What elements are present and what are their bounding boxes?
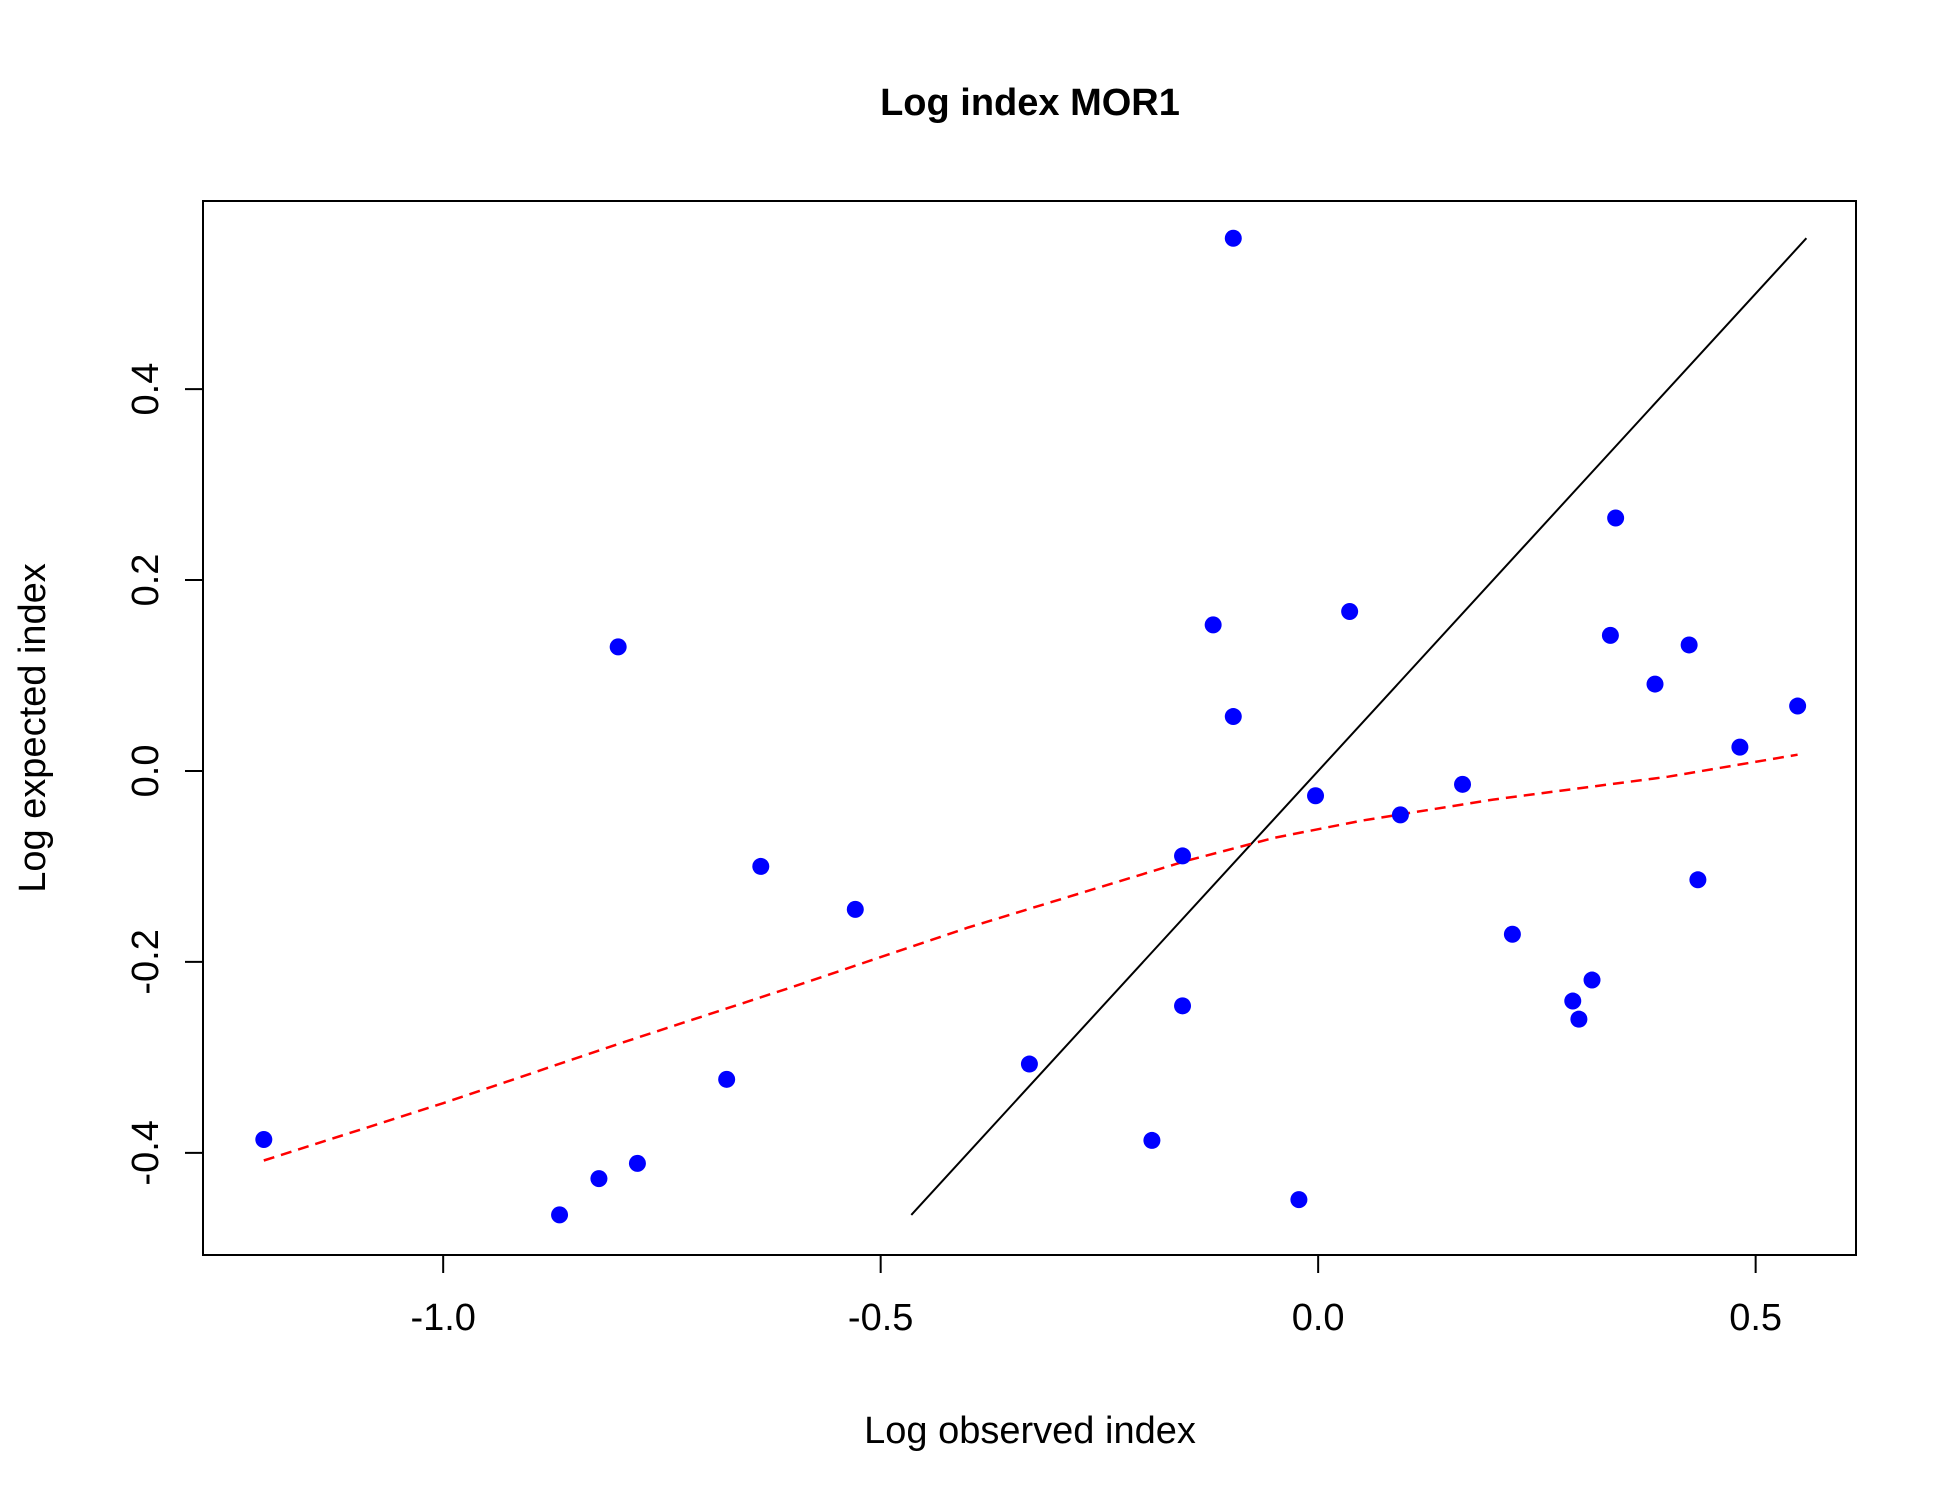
plot-frame — [202, 200, 1857, 1256]
data-point — [1307, 787, 1325, 805]
data-point — [1689, 871, 1707, 889]
data-point — [1789, 697, 1807, 715]
data-point — [1143, 1131, 1161, 1149]
data-point — [1341, 603, 1359, 621]
plot-area — [202, 200, 1857, 1256]
data-point — [255, 1130, 273, 1148]
data-point — [1224, 229, 1242, 247]
x-tick-label: -0.5 — [848, 1297, 913, 1339]
y-tick-label: -0.2 — [125, 929, 167, 994]
y-axis-label: Log expected index — [12, 563, 54, 893]
data-point — [1503, 925, 1521, 943]
y-axis: -0.4 -0.2 0.0 0.2 0.4 — [125, 363, 204, 1186]
y-tick-label: 0.4 — [125, 363, 167, 416]
data-point — [609, 638, 627, 656]
data-point — [1020, 1055, 1038, 1073]
data-point — [1174, 847, 1192, 865]
data-point — [1391, 806, 1409, 824]
data-point — [752, 857, 770, 875]
data-point — [1204, 616, 1222, 634]
chart-title: Log index MOR1 — [880, 82, 1180, 124]
data-point — [628, 1154, 646, 1172]
x-axis-label: Log observed index — [864, 1410, 1196, 1452]
data-point — [1583, 971, 1601, 989]
data-point — [1601, 626, 1619, 644]
data-point — [1607, 509, 1625, 527]
data-point — [551, 1206, 569, 1224]
data-point — [1174, 997, 1192, 1015]
x-tick-label: 0.0 — [1292, 1297, 1345, 1339]
data-point — [1570, 1010, 1588, 1028]
x-tick-label: 0.5 — [1729, 1297, 1782, 1339]
data-point — [1454, 775, 1472, 793]
y-tick-label: -0.4 — [125, 1120, 167, 1185]
y-tick-label: 0.0 — [125, 745, 167, 798]
data-point — [1731, 738, 1749, 756]
y-tick-label: 0.2 — [125, 554, 167, 607]
x-axis: -1.0 -0.5 0.0 0.5 — [410, 1254, 1782, 1339]
data-point — [1224, 708, 1242, 726]
data-point — [846, 900, 864, 918]
smooth-trend-line — [263, 753, 1798, 1162]
data-point — [1680, 636, 1698, 654]
data-point — [590, 1170, 608, 1188]
data-point — [1564, 992, 1582, 1010]
identity-line — [910, 237, 1808, 1216]
data-point — [1290, 1191, 1308, 1209]
data-point — [718, 1070, 736, 1088]
x-tick-label: -1.0 — [410, 1297, 475, 1339]
data-point — [1646, 675, 1664, 693]
